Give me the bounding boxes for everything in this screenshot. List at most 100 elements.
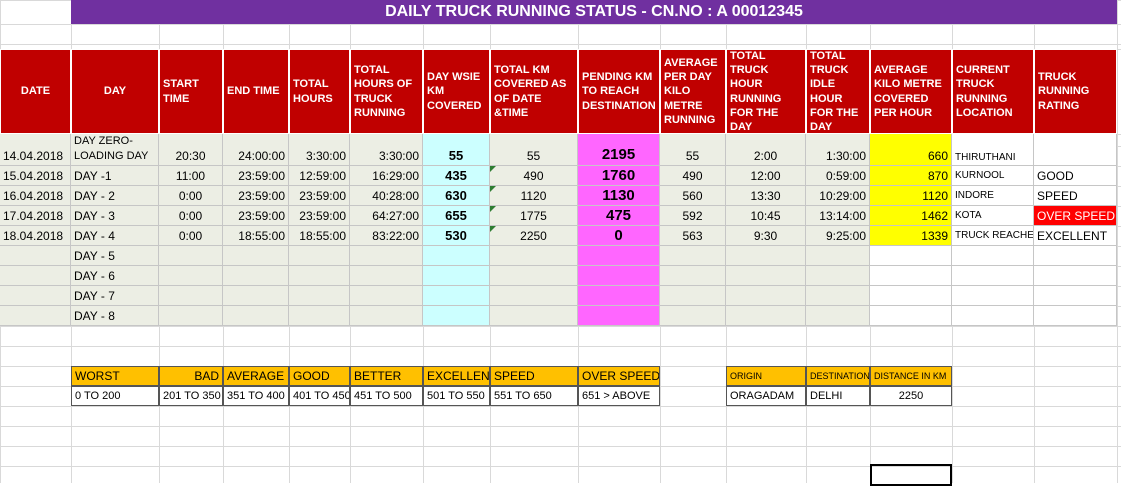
cell-location[interactable] xyxy=(952,246,1034,266)
cell-rating[interactable] xyxy=(1034,266,1117,286)
cell-rating[interactable]: EXCELLENT xyxy=(1034,226,1117,246)
cell-running[interactable]: 83:22:00 xyxy=(350,226,423,246)
cell-start[interactable]: 0:00 xyxy=(159,186,223,206)
cell-day-km[interactable] xyxy=(423,266,490,286)
cell-idle[interactable]: 9:25:00 xyxy=(806,226,870,246)
cell-total-km[interactable]: 1775 xyxy=(490,206,578,226)
cell-day-km[interactable]: 435 xyxy=(423,166,490,186)
cell-avg-hr[interactable] xyxy=(870,286,952,306)
cell-hour[interactable] xyxy=(726,266,806,286)
cell-location[interactable]: KURNOOL xyxy=(952,166,1034,186)
cell-total-km[interactable]: 2250 xyxy=(490,226,578,246)
cell-pending[interactable] xyxy=(578,266,660,286)
cell-running[interactable]: 64:27:00 xyxy=(350,206,423,226)
cell-date[interactable]: 15.04.2018 xyxy=(0,166,71,186)
cell-start[interactable]: 0:00 xyxy=(159,206,223,226)
cell-hour[interactable]: 2:00 xyxy=(726,134,806,166)
cell-start[interactable] xyxy=(159,306,223,326)
cell-avg[interactable] xyxy=(660,266,726,286)
cell-pending[interactable]: 475 xyxy=(578,206,660,226)
cell-idle[interactable] xyxy=(806,266,870,286)
cell-total[interactable]: 12:59:00 xyxy=(289,166,350,186)
cell-avg-hr[interactable] xyxy=(870,266,952,286)
cell-running[interactable] xyxy=(350,266,423,286)
cell-pending[interactable] xyxy=(578,306,660,326)
cell-rating[interactable] xyxy=(1034,134,1117,166)
cell-running[interactable]: 16:29:00 xyxy=(350,166,423,186)
cell-pending[interactable]: 2195 xyxy=(578,134,660,166)
cell-day[interactable]: DAY - 5 xyxy=(71,246,159,266)
cell-end[interactable]: 23:59:00 xyxy=(223,186,289,206)
cell-idle[interactable]: 1:30:00 xyxy=(806,134,870,166)
cell-date[interactable] xyxy=(0,266,71,286)
route-origin-value[interactable]: ORAGADAM xyxy=(726,386,806,406)
cell-running[interactable] xyxy=(350,306,423,326)
cell-start[interactable]: 20:30 xyxy=(159,134,223,166)
cell-day[interactable]: DAY - 7 xyxy=(71,286,159,306)
cell-running[interactable]: 3:30:00 xyxy=(350,134,423,166)
cell-idle[interactable]: 13:14:00 xyxy=(806,206,870,226)
cell-idle[interactable] xyxy=(806,306,870,326)
cell-avg[interactable] xyxy=(660,286,726,306)
cell-total-km[interactable] xyxy=(490,266,578,286)
cell-pending[interactable]: 1760 xyxy=(578,166,660,186)
cell-total-km[interactable] xyxy=(490,306,578,326)
cell-running[interactable] xyxy=(350,246,423,266)
cell-pending[interactable]: 1130 xyxy=(578,186,660,206)
cell-rating[interactable] xyxy=(1034,306,1117,326)
cell-total[interactable] xyxy=(289,306,350,326)
cell-total-km[interactable] xyxy=(490,286,578,306)
cell-avg[interactable]: 490 xyxy=(660,166,726,186)
cell-day-km[interactable]: 530 xyxy=(423,226,490,246)
cell-hour[interactable]: 10:45 xyxy=(726,206,806,226)
cell-avg[interactable]: 55 xyxy=(660,134,726,166)
cell-avg[interactable] xyxy=(660,246,726,266)
cell-pending[interactable] xyxy=(578,246,660,266)
cell-rating[interactable]: GOOD xyxy=(1034,166,1117,186)
cell-day-km[interactable]: 630 xyxy=(423,186,490,206)
cell-end[interactable]: 23:59:00 xyxy=(223,166,289,186)
cell-hour[interactable]: 12:00 xyxy=(726,166,806,186)
cell-avg[interactable]: 560 xyxy=(660,186,726,206)
cell-day[interactable]: DAY - 3 xyxy=(71,206,159,226)
cell-location[interactable] xyxy=(952,306,1034,326)
cell-total[interactable]: 23:59:00 xyxy=(289,186,350,206)
cell-date[interactable]: 16.04.2018 xyxy=(0,186,71,206)
cell-pending[interactable]: 0 xyxy=(578,226,660,246)
cell-start[interactable]: 11:00 xyxy=(159,166,223,186)
cell-avg-hr[interactable]: 870 xyxy=(870,166,952,186)
cell-running[interactable]: 40:28:00 xyxy=(350,186,423,206)
cell-avg-hr[interactable]: 1462 xyxy=(870,206,952,226)
cell-total-km[interactable]: 55 xyxy=(490,134,578,166)
route-destination-value[interactable]: DELHI xyxy=(806,386,870,406)
cell-hour[interactable] xyxy=(726,286,806,306)
cell-start[interactable] xyxy=(159,286,223,306)
cell-total[interactable]: 23:59:00 xyxy=(289,206,350,226)
cell-day-km[interactable]: 55 xyxy=(423,134,490,166)
cell-day[interactable]: DAY -1 xyxy=(71,166,159,186)
cell-idle[interactable]: 0:59:00 xyxy=(806,166,870,186)
cell-location[interactable]: INDORE xyxy=(952,186,1034,206)
cell-avg-hr[interactable]: 1339 xyxy=(870,226,952,246)
cell-date[interactable] xyxy=(0,286,71,306)
cell-total[interactable]: 3:30:00 xyxy=(289,134,350,166)
cell-day-km[interactable] xyxy=(423,306,490,326)
cell-day[interactable]: DAY - 8 xyxy=(71,306,159,326)
cell-end[interactable] xyxy=(223,286,289,306)
cell-total-km[interactable] xyxy=(490,246,578,266)
cell-rating[interactable] xyxy=(1034,286,1117,306)
cell-pending[interactable] xyxy=(578,286,660,306)
cell-idle[interactable]: 10:29:00 xyxy=(806,186,870,206)
cell-avg[interactable] xyxy=(660,306,726,326)
cell-running[interactable] xyxy=(350,286,423,306)
cell-location[interactable] xyxy=(952,286,1034,306)
cell-end[interactable] xyxy=(223,306,289,326)
cell-date[interactable] xyxy=(0,246,71,266)
cell-total[interactable] xyxy=(289,286,350,306)
cell-day[interactable]: DAY - 2 xyxy=(71,186,159,206)
cell-avg-hr[interactable] xyxy=(870,306,952,326)
cell-hour[interactable]: 9:30 xyxy=(726,226,806,246)
cell-idle[interactable] xyxy=(806,246,870,266)
cell-end[interactable] xyxy=(223,266,289,286)
cell-day[interactable]: DAY - 6 xyxy=(71,266,159,286)
